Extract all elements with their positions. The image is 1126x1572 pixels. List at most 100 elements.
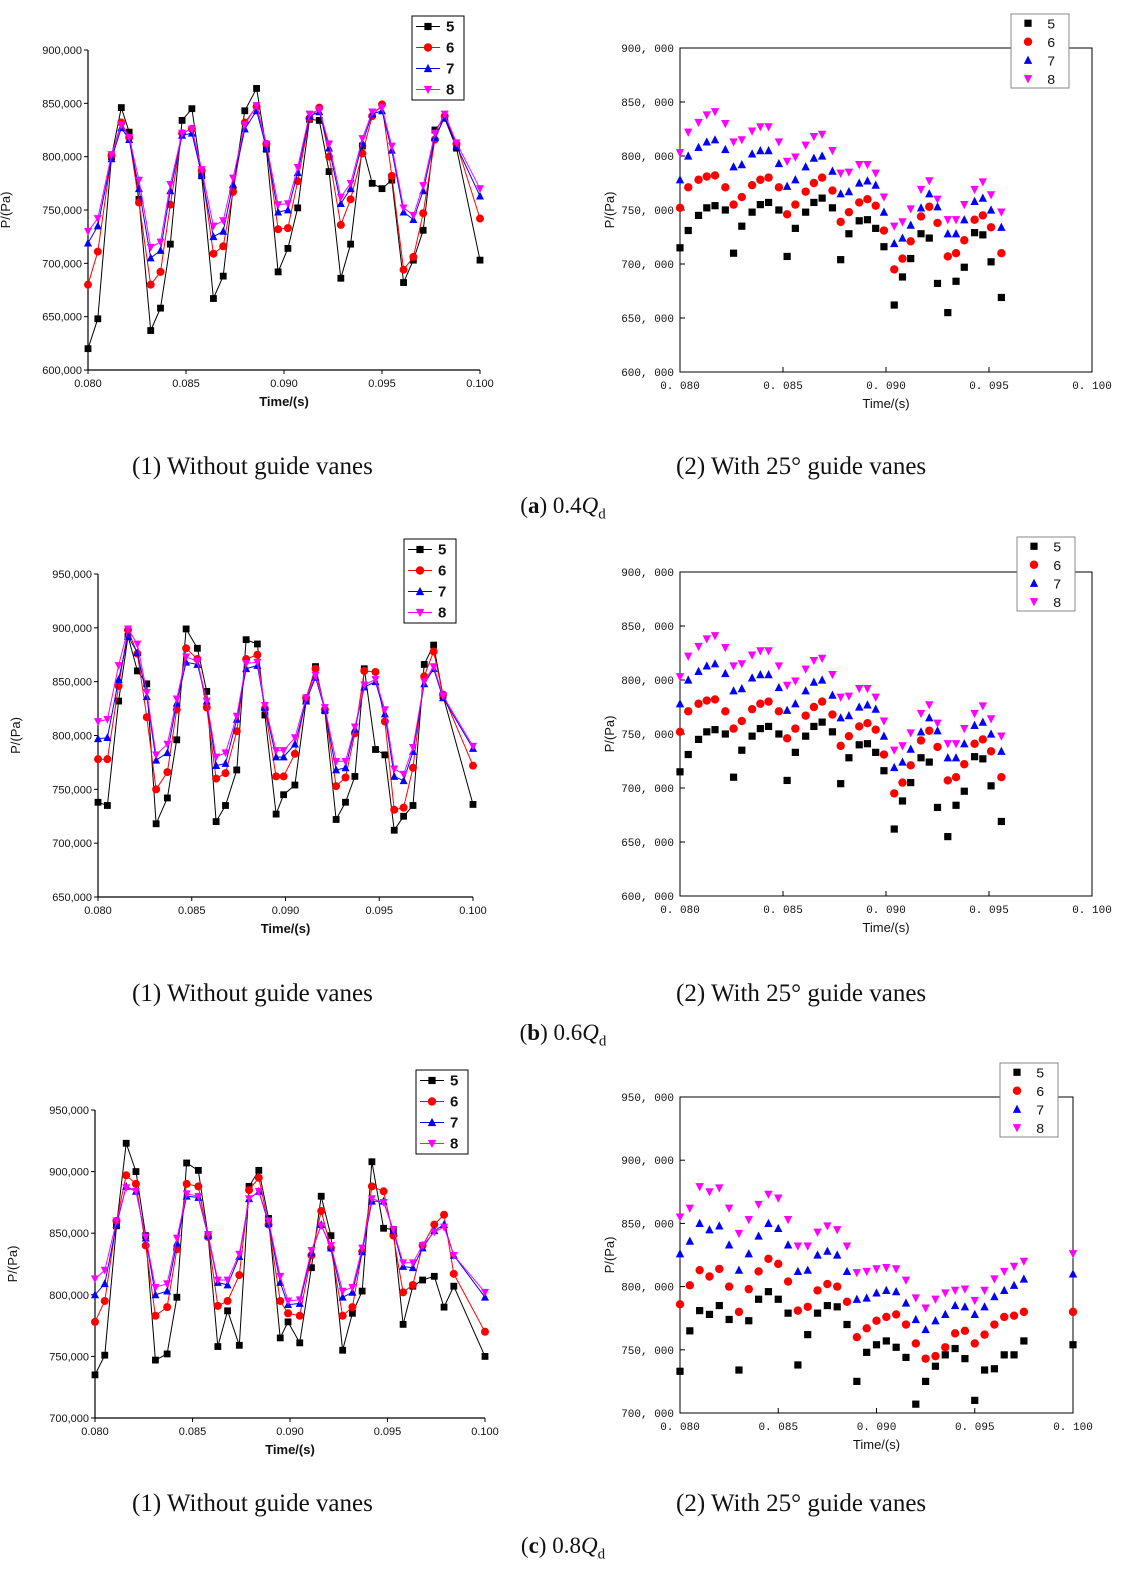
x-tick-label: 0.100 <box>466 378 494 390</box>
series-8 <box>94 625 477 779</box>
data-point <box>675 1213 685 1222</box>
legend-label: 7 <box>1036 1103 1044 1119</box>
data-point <box>338 1292 347 1301</box>
legend-label: 7 <box>446 61 454 78</box>
data-point <box>194 1192 203 1201</box>
data-point <box>803 1265 812 1274</box>
y-tick-label: 700, 000 <box>621 784 674 796</box>
legend-label: 6 <box>450 1094 458 1111</box>
data-point <box>986 729 996 738</box>
data-point <box>156 267 165 276</box>
plot-frame <box>679 571 1093 897</box>
data-point <box>311 671 320 680</box>
x-tick-label: 0.095 <box>365 905 393 917</box>
data-point <box>702 696 711 705</box>
data-point <box>734 1229 744 1239</box>
data-point <box>828 690 837 699</box>
series-line-5 <box>87 86 481 349</box>
y-tick-label: 850,000 <box>49 1228 89 1240</box>
data-point <box>738 746 746 754</box>
data-point <box>379 1187 388 1196</box>
data-point <box>389 1226 398 1234</box>
data-point <box>1000 1285 1009 1294</box>
data-point <box>823 1246 832 1255</box>
data-point <box>212 761 221 770</box>
data-point <box>882 1264 891 1273</box>
data-point <box>253 650 262 659</box>
data-point <box>882 1312 891 1322</box>
data-point <box>944 833 952 841</box>
data-point <box>855 741 863 749</box>
data-point <box>809 132 819 142</box>
data-point <box>481 1288 489 1297</box>
series-8 <box>675 108 1006 231</box>
y-tick-label: 800,000 <box>52 731 92 743</box>
data-point <box>793 1242 803 1251</box>
data-point <box>419 1276 426 1284</box>
data-point <box>855 217 863 225</box>
data-point <box>817 675 827 684</box>
x-tick-label: 0.090 <box>272 905 300 917</box>
data-point <box>960 739 969 748</box>
data-point <box>715 1221 724 1230</box>
data-point <box>997 293 1005 302</box>
data-point <box>368 179 376 187</box>
data-point <box>960 215 969 224</box>
data-point <box>702 661 711 670</box>
data-point <box>481 1353 489 1360</box>
data-point <box>341 763 350 772</box>
data-point <box>944 309 952 317</box>
data-point <box>855 702 864 711</box>
data-point <box>172 695 181 704</box>
data-point <box>836 741 845 751</box>
data-point <box>476 256 484 264</box>
data-point <box>703 204 711 212</box>
data-point <box>91 1317 99 1326</box>
data-point <box>336 193 345 202</box>
data-point <box>283 224 292 233</box>
data-point <box>430 129 439 138</box>
x-tick-label: 0.080 <box>74 378 102 390</box>
data-point <box>978 193 988 202</box>
data-point <box>255 1166 263 1174</box>
data-point <box>828 728 837 736</box>
data-point <box>901 1276 911 1285</box>
legend-label: 7 <box>450 1115 458 1132</box>
data-point <box>440 1303 448 1311</box>
data-point <box>925 726 934 735</box>
data-point <box>980 1286 989 1295</box>
data-point <box>872 1316 881 1325</box>
y-axis-title: P/(Pa) <box>602 1237 617 1274</box>
data-point <box>744 1249 753 1258</box>
data-point <box>209 249 218 258</box>
data-point <box>890 238 899 248</box>
data-point <box>163 1280 172 1289</box>
data-point <box>141 1233 150 1242</box>
data-point <box>863 216 872 224</box>
data-point <box>845 754 853 762</box>
data-point <box>294 204 302 212</box>
data-point <box>143 680 151 688</box>
y-tick-label: 900,000 <box>49 1167 89 1179</box>
data-point <box>784 1309 792 1317</box>
data-point <box>408 1280 417 1289</box>
data-point <box>891 1265 901 1274</box>
data-point <box>950 1300 960 1310</box>
data-point <box>843 1320 851 1329</box>
data-point <box>891 1287 901 1296</box>
data-point <box>694 175 703 184</box>
data-point <box>210 295 217 302</box>
data-point <box>469 742 477 751</box>
data-point <box>182 653 191 662</box>
data-point <box>163 1286 172 1295</box>
data-point <box>809 178 819 188</box>
data-point <box>872 748 880 756</box>
data-point <box>223 1296 232 1305</box>
data-point <box>734 1265 744 1274</box>
data-point <box>242 664 251 673</box>
data-point <box>898 218 907 227</box>
data-point <box>419 209 428 218</box>
data-point <box>91 1371 99 1379</box>
x-axis-title: Time/(s) <box>259 394 309 409</box>
data-point <box>931 1316 940 1325</box>
